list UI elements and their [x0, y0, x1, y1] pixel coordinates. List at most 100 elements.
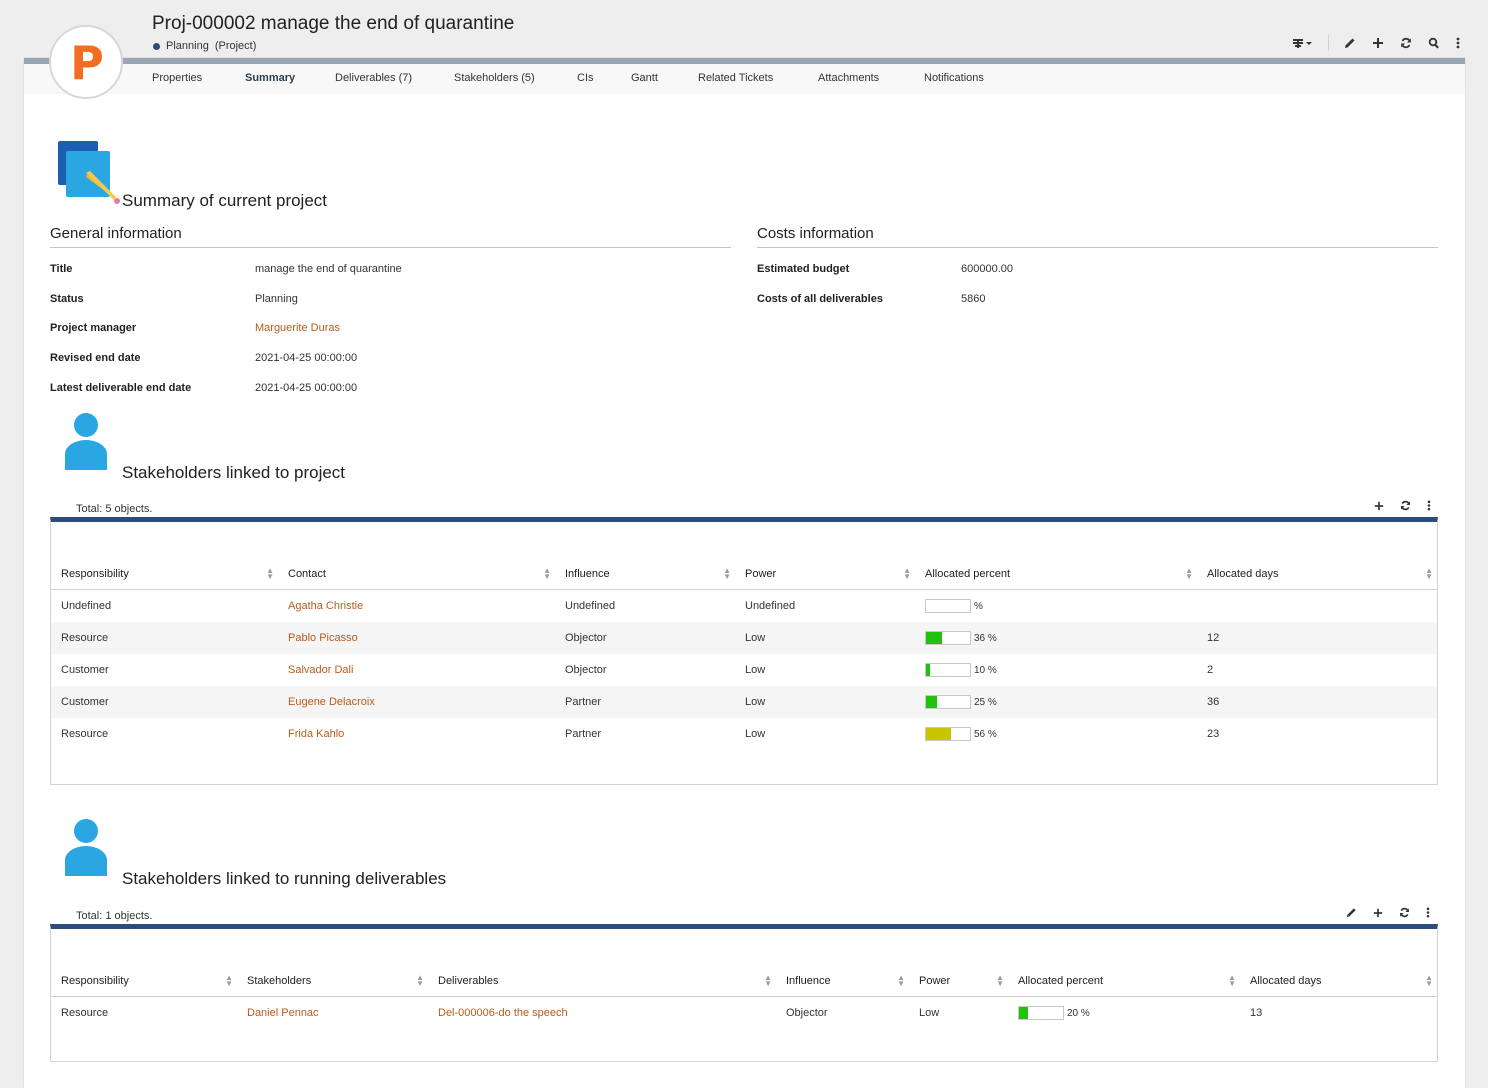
field-value-project-manager-link[interactable]: Marguerite Duras	[255, 322, 340, 334]
field-label-project-manager: Project manager	[50, 322, 137, 334]
cell-responsibility: Resource	[61, 1007, 109, 1019]
project-stakeholders-heading: Stakeholders linked to project	[122, 463, 346, 482]
object-type-label: (Project)	[214, 40, 257, 52]
sort-icon[interactable]: ▲ ▼	[416, 973, 424, 988]
field-label-revised-end-date: Revised end date	[50, 352, 141, 364]
tab-gantt[interactable]: Gantt	[631, 72, 658, 84]
progress-bar	[925, 663, 971, 677]
sort-icon[interactable]: ▲ ▼	[1228, 973, 1236, 988]
sort-icon[interactable]: ▲ ▼	[764, 973, 772, 988]
edit-pencil-icon[interactable]	[1346, 907, 1357, 918]
refresh-icon[interactable]	[1399, 907, 1410, 918]
table-row[interactable]: Customer Salvador Dali Objector Low 10 %…	[51, 654, 1437, 686]
tab-deliverables[interactable]: Deliverables (7)	[335, 72, 413, 84]
cell-power: Low	[735, 622, 915, 654]
cell-allocated-percent: 36 %	[915, 622, 1197, 654]
column-header-deliverables[interactable]: Deliverables ▲ ▼	[428, 966, 776, 997]
sort-icon[interactable]: ▲ ▼	[1185, 566, 1193, 581]
cell-responsibility: Customer	[51, 686, 278, 718]
project-stakeholders-toolbar	[1374, 500, 1431, 511]
costs-info-title: Costs information	[757, 225, 874, 242]
cell-contact-link[interactable]: Frida Kahlo	[288, 728, 345, 740]
table-row[interactable]: Customer Eugene Delacroix Partner Low 25…	[51, 686, 1437, 718]
table-row[interactable]: Resource Pablo Picasso Objector Low 36 %…	[51, 622, 1437, 654]
page-title: Proj-000002 manage the end of quarantine	[152, 13, 515, 34]
cell-contact-link[interactable]: Salvador Dali	[288, 664, 354, 676]
column-header-influence[interactable]: Influence ▲ ▼	[555, 559, 735, 590]
add-plus-icon[interactable]	[1374, 501, 1384, 511]
tab-properties[interactable]: Properties	[152, 72, 203, 84]
cell-influence: Partner	[555, 686, 735, 718]
cell-power: Low	[919, 1007, 940, 1019]
project-stakeholders-total: Total: 5 objects.	[76, 503, 153, 515]
column-header-allocated-days[interactable]: Allocated days ▲ ▼	[1197, 559, 1437, 590]
column-header-power[interactable]: Power ▲ ▼	[909, 966, 1008, 997]
table-row[interactable]: Undefined Agatha Christie Undefined Unde…	[51, 590, 1437, 623]
tab-stakeholders[interactable]: Stakeholders (5)	[454, 72, 535, 84]
sort-icon[interactable]: ▲ ▼	[225, 973, 233, 988]
cell-deliverable-link[interactable]: Del-000006-do the speech	[438, 1007, 568, 1019]
cell-allocated-percent: 56 %	[915, 718, 1197, 750]
tab-cis[interactable]: CIs	[577, 72, 594, 84]
search-icon[interactable]	[1427, 36, 1441, 50]
table-row[interactable]: Resource Daniel Pennac Del-000006-do the…	[51, 997, 1437, 1030]
tab-notifications[interactable]: Notifications	[924, 72, 984, 84]
cell-power: Low	[745, 664, 766, 676]
tab-summary[interactable]: Summary	[245, 72, 296, 84]
column-header-allocated-percent[interactable]: Allocated percent ▲ ▼	[1008, 966, 1240, 997]
edit-pencil-icon[interactable]	[1343, 36, 1357, 50]
cell-contact-link[interactable]: Agatha Christie	[288, 600, 364, 612]
cell-contact-link[interactable]: Eugene Delacroix	[278, 686, 555, 718]
sort-icon[interactable]: ▲ ▼	[897, 973, 905, 988]
sort-icon[interactable]: ▲ ▼	[1425, 566, 1433, 581]
add-plus-icon[interactable]	[1371, 36, 1385, 50]
summary-icon	[58, 137, 124, 210]
table-row[interactable]: Resource Frida Kahlo Partner Low 56 % 23	[51, 718, 1437, 750]
sort-icon[interactable]: ▲ ▼	[543, 566, 551, 581]
percent-label: 36 %	[974, 632, 997, 644]
column-header-power[interactable]: Power ▲ ▼	[735, 559, 915, 590]
cell-power: Undefined	[745, 600, 796, 612]
column-header-allocated-percent[interactable]: Allocated percent ▲ ▼	[915, 559, 1197, 590]
toolbar-divider	[1328, 35, 1329, 51]
cell-power: Low	[735, 686, 915, 718]
column-header-responsibility[interactable]: Responsibility ▲ ▼	[51, 559, 278, 590]
table-header-row: Responsibility ▲ ▼ Stakeholders ▲ ▼ Delivera…	[51, 966, 1437, 997]
column-header-contact[interactable]: Contact ▲ ▼	[278, 559, 555, 590]
cell-stakeholder-link[interactable]: Daniel Pennac	[247, 1007, 319, 1019]
percent-label: 10 %	[974, 664, 997, 676]
more-options-icon[interactable]	[1455, 36, 1461, 50]
column-header-stakeholders[interactable]: Stakeholders ▲ ▼	[237, 966, 428, 997]
sort-icon[interactable]: ▲ ▼	[266, 566, 274, 581]
percent-label: 25 %	[974, 696, 997, 708]
cell-responsibility: Resource	[51, 622, 278, 654]
cell-influence: Undefined	[565, 600, 616, 612]
cell-contact-link[interactable]: Pablo Picasso	[278, 622, 555, 654]
sort-icon[interactable]: ▲ ▼	[1425, 973, 1433, 988]
sort-icon[interactable]: ▲ ▼	[723, 566, 731, 581]
sort-icon[interactable]: ▲ ▼	[996, 973, 1004, 988]
more-options-icon[interactable]	[1427, 500, 1431, 511]
add-plus-icon[interactable]	[1373, 908, 1383, 918]
refresh-icon[interactable]	[1400, 500, 1411, 511]
column-header-influence[interactable]: Influence ▲ ▼	[776, 966, 909, 997]
more-options-icon[interactable]	[1426, 907, 1430, 918]
object-header: Proj-000002 manage the end of quarantine…	[0, 0, 1488, 60]
column-header-allocated-days[interactable]: Allocated days ▲ ▼	[1240, 966, 1437, 997]
cell-allocated-days: 36	[1197, 686, 1437, 718]
progress-bar	[1018, 1006, 1064, 1020]
column-header-responsibility[interactable]: Responsibility ▲ ▼	[51, 966, 237, 997]
progress-fill	[926, 664, 931, 676]
cell-influence: Objector	[786, 1007, 828, 1019]
sort-icon[interactable]: ▲ ▼	[903, 566, 911, 581]
object-toolbar	[1292, 35, 1461, 51]
transitions-menu-icon[interactable]	[1292, 36, 1314, 50]
tab-related-tickets[interactable]: Related Tickets	[698, 72, 774, 84]
refresh-icon[interactable]	[1399, 36, 1413, 50]
cell-allocated-days: 23	[1207, 728, 1220, 740]
costs-info-divider	[757, 247, 1438, 248]
general-info-title: General information	[50, 225, 182, 242]
tab-attachments[interactable]: Attachments	[818, 72, 880, 84]
deliverable-stakeholders-toolbar	[1346, 907, 1430, 918]
progress-bar	[925, 599, 971, 613]
